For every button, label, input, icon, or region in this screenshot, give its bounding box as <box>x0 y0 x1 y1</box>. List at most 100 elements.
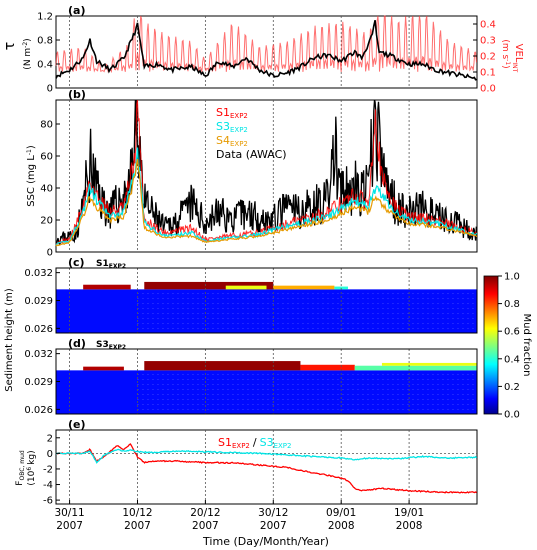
panel-a-right-axis: 0.0 0.1 0.2 0.3 0.4 <box>473 20 496 95</box>
panel-a-ylabel-left-units-sup: -2 <box>22 42 29 48</box>
panel-a: 0 0.4 0.8 1.2 0.0 0.1 0.2 0.3 0.4 (a) τ (N m-2)… <box>2 4 524 95</box>
panel-c-title-main: S1 <box>96 259 109 269</box>
panel-c-label: (c) <box>68 256 85 269</box>
panel-c-mud-layer-4 <box>334 286 348 290</box>
panel-e-legend-s3: S3 <box>260 436 274 449</box>
panel-c-mud-layer-1 <box>144 281 274 290</box>
panel-c-tick-label-2: 0.032 <box>24 268 53 279</box>
panel-a-left-tick-label-3: 1.2 <box>37 12 53 23</box>
panel-b-ylabel-main: SSC <box>26 187 37 207</box>
panel-e-tick-label-3: -4 <box>43 480 53 491</box>
x-tick-label-2: 20/12 <box>190 507 220 519</box>
panel-e-legend-s3-sub: EXP2 <box>274 442 292 450</box>
s4-exp2-series <box>55 158 478 247</box>
x-axis: 30/11200710/12200720/12200730/12200709/0… <box>54 500 424 532</box>
panel-b-frame <box>55 99 478 253</box>
colorbar-tick-label-2: 0.4 <box>504 354 520 365</box>
panel-a-label: (a) <box>68 4 85 17</box>
legend-s3-main: S3 <box>216 120 230 133</box>
panel-e-y-axis: 2 0 -2 -4 -6 <box>43 433 60 507</box>
panel-a-ylabel-right-units: (m s-1) <box>500 39 511 68</box>
panel-a-ylabel-left-units: (N m-2) <box>22 38 33 69</box>
panel-a-ylabel-right: VELINT <box>511 44 524 73</box>
x-tick-year-4: 2008 <box>328 520 355 532</box>
colorbar-tick-label-0: 0.0 <box>504 410 520 421</box>
panel-e-plot <box>55 430 478 504</box>
panel-d-mud-layer-0 <box>83 366 124 371</box>
x-tick-label-4: 09/01 <box>326 507 356 519</box>
panel-a-ylabel-left-close: ) <box>23 38 33 42</box>
panel-d-y-axis: 0.026 0.029 0.032 <box>24 349 60 416</box>
x-axis-label: Time (Day/Month/Year) <box>202 535 329 548</box>
panel-a-left-axis: 0 0.4 0.8 1.2 <box>37 12 60 95</box>
panel-a-left-tick-label-1: 0.4 <box>37 60 53 71</box>
panel-d-tick-label-0: 0.026 <box>24 405 53 416</box>
x-tick-year-5: 2008 <box>396 520 423 532</box>
sediment-height-ylabel-units: (m) <box>4 288 15 306</box>
panel-e-legend: S1EXP2/S3EXP2 <box>218 436 292 450</box>
panel-a-frame <box>55 15 478 89</box>
colorbar-ticks: 0.0 0.2 0.4 0.6 0.8 1.0 <box>498 272 520 421</box>
x-tick-label-5: 19/01 <box>394 507 424 519</box>
panel-e-legend-s1-sub: EXP2 <box>232 442 250 450</box>
panel-a-ylabel-right-sub: INT <box>511 62 518 72</box>
panel-c-plot <box>56 268 477 333</box>
panel-d-mud-layer-3 <box>354 365 477 371</box>
colorbar-tick-label-4: 0.8 <box>504 299 520 310</box>
panel-e-ylabel-sup: 6 <box>26 467 33 471</box>
panel-e-legend-sep: / <box>253 436 257 449</box>
panel-c: 0.026 0.029 0.032 (c) S1EXP2 <box>24 256 478 335</box>
panel-d-tick-label-2: 0.032 <box>24 349 53 360</box>
x-tick-year-1: 2007 <box>124 520 151 532</box>
legend-s3: S3EXP2 <box>216 120 248 134</box>
panel-a-right-tick-label-2: 0.2 <box>480 52 496 63</box>
panel-a-right-tick-label-1: 0.1 <box>480 68 496 79</box>
panel-e-frame <box>55 429 478 505</box>
panel-e-ylabel-end: kg) <box>27 450 37 464</box>
sediment-height-ylabel: Sediment height (m) <box>4 288 15 392</box>
panel-d: 0.026 0.029 0.032 (d) S3EXP2 <box>24 337 478 416</box>
panel-a-left-tick-label-0: 0 <box>47 84 53 95</box>
panel-e-legend-s1: S1 <box>218 436 232 449</box>
colorbar-gradient <box>483 275 499 415</box>
colorbar-tick-label-5: 1.0 <box>504 272 520 283</box>
panel-d-mud-layer-2 <box>300 364 355 371</box>
panel-d-label: (d) <box>68 337 86 350</box>
legend-s4-sub: EXP2 <box>230 140 248 148</box>
panel-a-ylabel-left-symbol: τ <box>2 42 18 50</box>
panel-a-ylabel-right-units-sup: -1 <box>504 59 511 65</box>
panel-b-tick-label-1: 20 <box>40 216 53 227</box>
panel-b-tick-label-2: 40 <box>40 184 53 195</box>
legend-s1-main: S1 <box>216 106 230 119</box>
panel-e-label: (e) <box>68 418 86 431</box>
panel-a-ylabel-right-main: VEL <box>513 44 524 63</box>
panel-e-tick-label-4: -6 <box>43 496 53 507</box>
panel-d-tick-label-1: 0.029 <box>24 377 53 388</box>
sediment-height-ylabel-main: Sediment height <box>4 309 15 392</box>
panel-c-tick-label-1: 0.029 <box>24 296 53 307</box>
panel-e-ylabel-units-text: (10 <box>27 470 37 485</box>
x-tick-label-0: 30/11 <box>54 507 84 519</box>
panel-b-ylabel-close: ) <box>26 145 37 149</box>
panel-d-mud-layer-4 <box>381 362 477 366</box>
panel-d-mud-layer-1 <box>144 361 301 371</box>
s1-exp2-flux-series <box>55 443 477 494</box>
panel-b-y-axis: 0 20 40 60 80 <box>40 120 60 259</box>
legend-s4-main: S4 <box>216 134 230 147</box>
panel-e-ylabel-main: F <box>15 481 25 486</box>
panel-c-bed <box>56 289 477 333</box>
legend-s3-sub: EXP2 <box>230 126 248 134</box>
panel-a-ylabel-right-units-text: (m s <box>500 39 510 59</box>
panel-e-tick-label-2: -2 <box>43 464 53 475</box>
panel-e-tick-label-1: 0 <box>47 449 53 460</box>
panel-a-ylabel-left-units-text: (N m <box>23 48 33 70</box>
panel-b-tick-label-0: 0 <box>47 248 53 259</box>
panel-c-title: S1EXP2 <box>96 259 126 270</box>
panel-b-label: (b) <box>68 88 86 101</box>
tau-series <box>55 20 478 81</box>
colorbar-tick-label-3: 0.6 <box>504 327 520 338</box>
panel-e: 20-2-4-6 (e) FOBC, mud (106kg) S1EXP2/S3… <box>15 418 478 507</box>
legend-data: Data (AWAC) <box>216 148 287 161</box>
